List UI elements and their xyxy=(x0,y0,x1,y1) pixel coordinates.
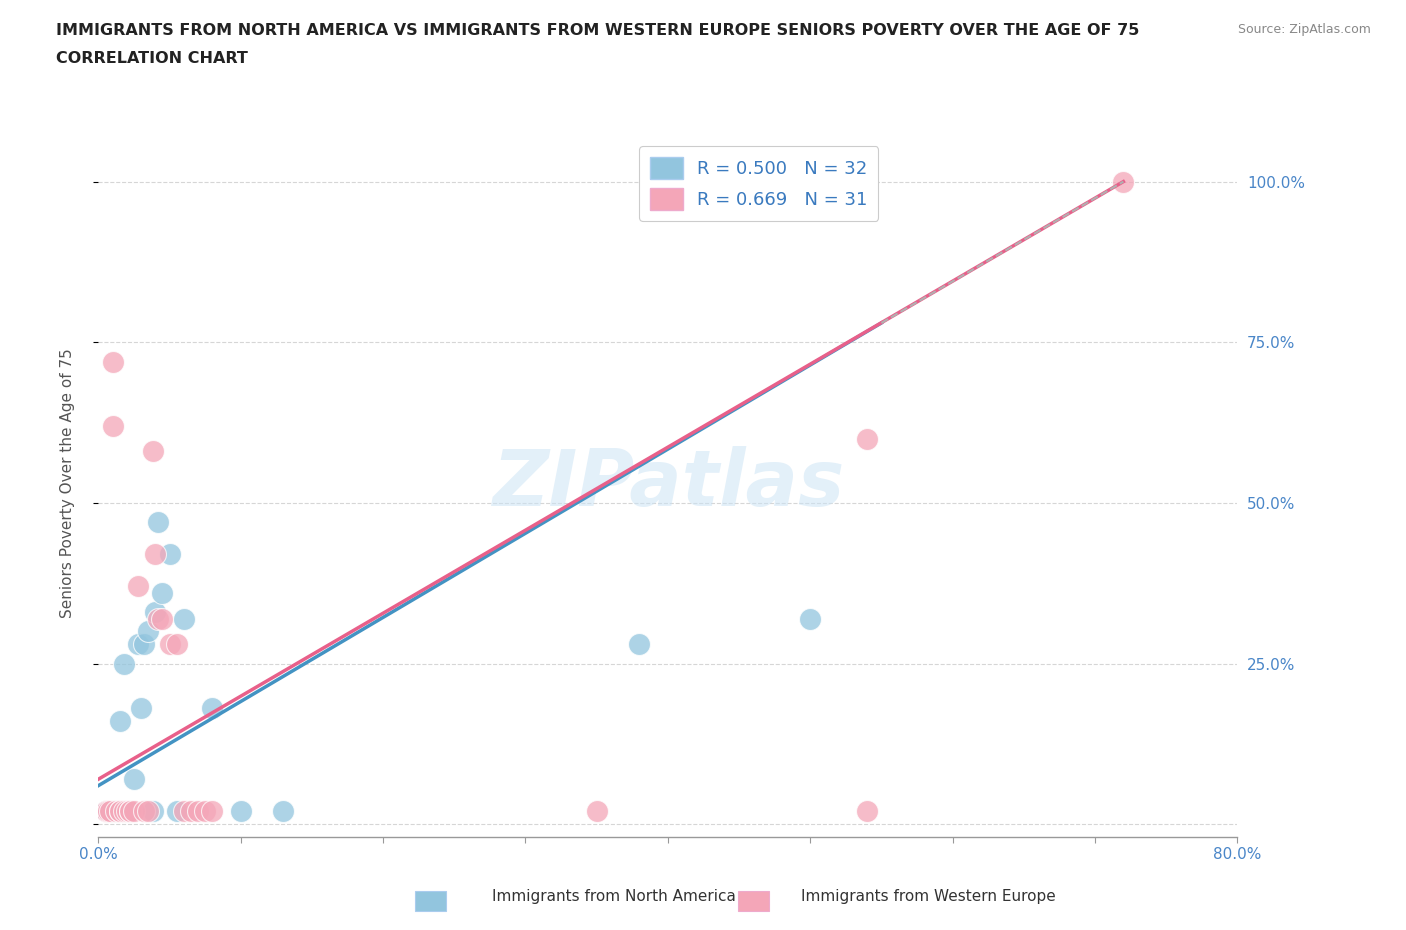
Point xyxy=(173,611,195,626)
Point xyxy=(127,579,149,594)
Legend: R = 0.500   N = 32, R = 0.669   N = 31: R = 0.500 N = 32, R = 0.669 N = 31 xyxy=(640,146,879,221)
Point xyxy=(799,611,821,626)
Point xyxy=(229,804,252,818)
Point xyxy=(145,547,167,562)
Point xyxy=(159,637,181,652)
Point xyxy=(122,804,145,818)
Point xyxy=(108,714,131,729)
Point xyxy=(111,804,134,818)
Point xyxy=(118,804,141,818)
Point xyxy=(180,804,202,818)
Point xyxy=(856,432,879,446)
Text: CORRELATION CHART: CORRELATION CHART xyxy=(56,51,247,66)
Point xyxy=(112,804,135,818)
Point xyxy=(98,804,121,818)
Point xyxy=(152,585,174,600)
Point xyxy=(273,804,295,818)
Point xyxy=(118,804,141,818)
Y-axis label: Seniors Poverty Over the Age of 75: Seniors Poverty Over the Age of 75 xyxy=(60,349,75,618)
Point xyxy=(136,624,159,639)
Point xyxy=(112,656,135,671)
Point xyxy=(115,804,138,818)
Point xyxy=(856,804,879,818)
Point xyxy=(101,418,124,433)
Text: Immigrants from North America: Immigrants from North America xyxy=(492,889,735,904)
Point xyxy=(108,804,131,818)
Point xyxy=(101,354,124,369)
Point xyxy=(94,804,117,818)
Point xyxy=(115,804,138,818)
Point xyxy=(166,637,188,652)
Point xyxy=(94,804,117,818)
Point xyxy=(201,701,224,716)
Point xyxy=(166,804,188,818)
Text: ZIPatlas: ZIPatlas xyxy=(492,445,844,522)
Point xyxy=(108,804,131,818)
Point xyxy=(194,804,217,818)
Text: IMMIGRANTS FROM NORTH AMERICA VS IMMIGRANTS FROM WESTERN EUROPE SENIORS POVERTY : IMMIGRANTS FROM NORTH AMERICA VS IMMIGRA… xyxy=(56,23,1140,38)
Text: Immigrants from Western Europe: Immigrants from Western Europe xyxy=(801,889,1056,904)
Point xyxy=(97,804,120,818)
Point xyxy=(148,611,170,626)
Point xyxy=(159,547,181,562)
Point xyxy=(127,637,149,652)
Point xyxy=(104,804,127,818)
Point xyxy=(122,772,145,787)
Point xyxy=(187,804,209,818)
Point xyxy=(173,804,195,818)
Point xyxy=(110,804,132,818)
Point xyxy=(104,804,127,818)
Point xyxy=(585,804,607,818)
Point xyxy=(141,444,163,458)
Point xyxy=(141,804,163,818)
Point xyxy=(97,804,120,818)
Point xyxy=(145,604,167,619)
Point xyxy=(108,804,131,818)
Point xyxy=(129,701,152,716)
Point xyxy=(98,804,121,818)
Point xyxy=(136,804,159,818)
Point xyxy=(628,637,651,652)
Point xyxy=(148,514,170,529)
Point xyxy=(101,804,124,818)
Text: Source: ZipAtlas.com: Source: ZipAtlas.com xyxy=(1237,23,1371,36)
Point xyxy=(118,804,141,818)
Point xyxy=(201,804,224,818)
Point xyxy=(118,804,141,818)
Point xyxy=(132,804,155,818)
Point xyxy=(152,611,174,626)
Point xyxy=(1112,174,1135,189)
Point xyxy=(105,804,128,818)
Point xyxy=(132,637,155,652)
Point xyxy=(101,804,124,818)
